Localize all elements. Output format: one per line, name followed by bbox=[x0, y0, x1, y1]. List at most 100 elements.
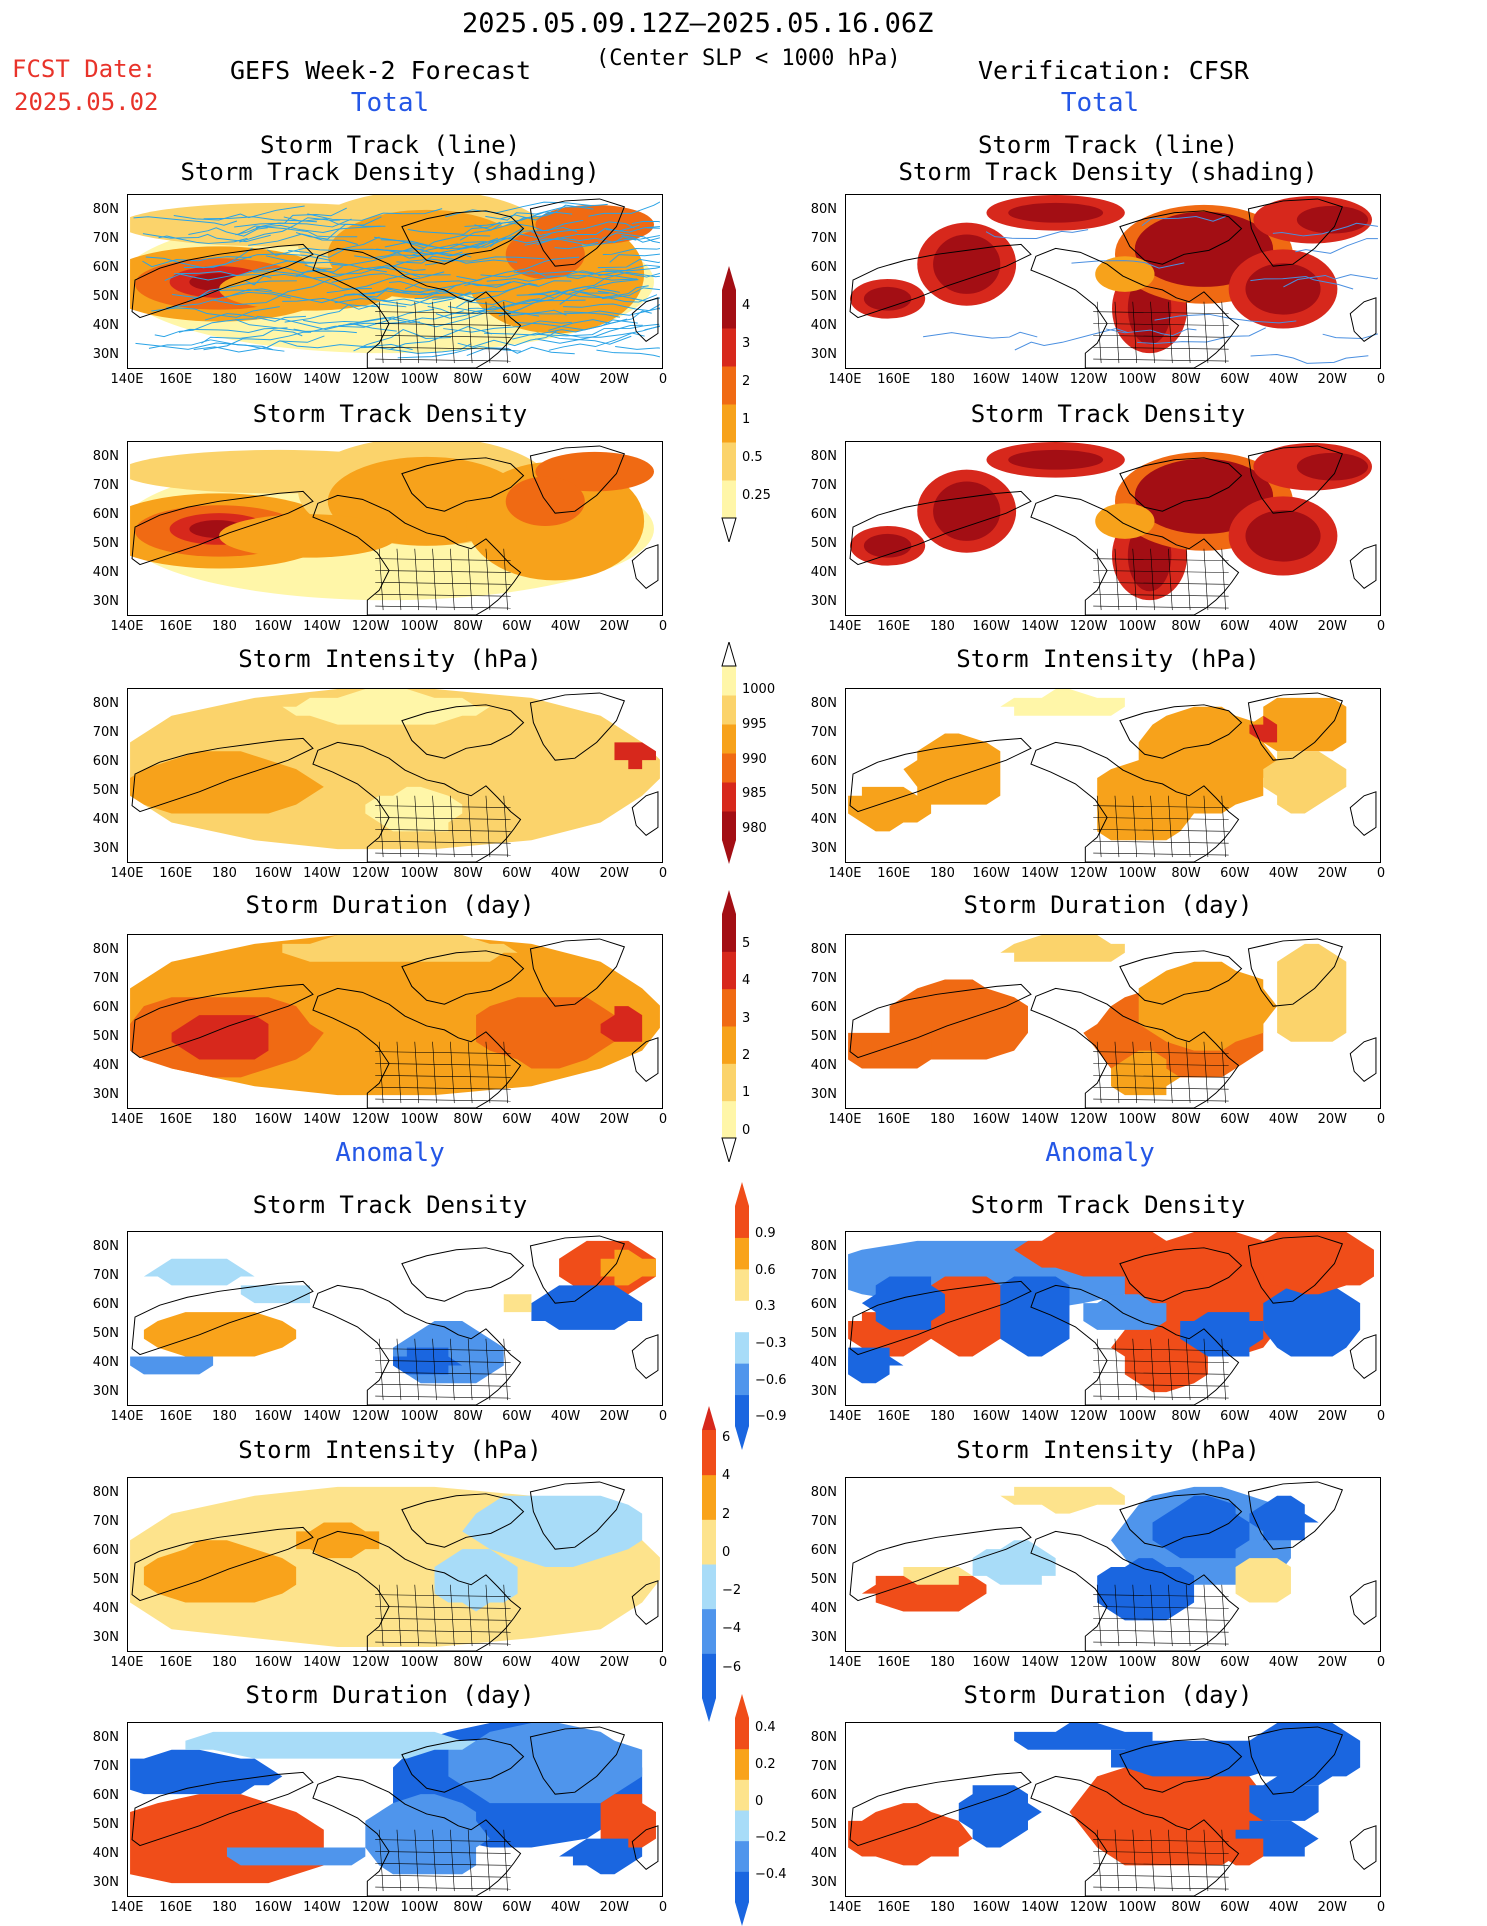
map-panel-v-anom-int: 80N 70N 60N 50N 40N 30N 140E 160E 180 160W 140W 120… bbox=[811, 1477, 1385, 1670]
lon-label: 80W bbox=[1171, 1409, 1201, 1424]
lat-label: 70N bbox=[810, 971, 837, 986]
title-density-right: Storm Track Density bbox=[970, 400, 1246, 428]
storm-track-line bbox=[404, 280, 511, 290]
state-border bbox=[375, 1051, 511, 1054]
colorbar-label: 4 bbox=[742, 973, 751, 989]
state-border bbox=[375, 1886, 511, 1890]
lat-label: 40N bbox=[92, 1601, 119, 1616]
lon-label: 140W bbox=[1021, 866, 1059, 881]
lat-label: 80N bbox=[92, 202, 119, 217]
lon-label: 160E bbox=[159, 372, 193, 387]
shading-cell bbox=[130, 751, 324, 814]
state-border bbox=[1150, 548, 1155, 611]
lat-label: 50N bbox=[810, 1817, 837, 1832]
lon-label: 40W bbox=[1268, 1112, 1299, 1127]
storm-track-line bbox=[188, 227, 268, 237]
lat-label: 40N bbox=[810, 318, 837, 333]
map-canvas bbox=[845, 1722, 1381, 1897]
state-border bbox=[1093, 1395, 1229, 1399]
state-border bbox=[1093, 1063, 1229, 1066]
lon-label: 40W bbox=[550, 619, 581, 634]
state-border bbox=[1093, 1075, 1229, 1078]
state-border bbox=[432, 301, 437, 364]
lat-label: 70N bbox=[810, 1268, 837, 1283]
storm-track-line bbox=[234, 207, 347, 228]
state-border bbox=[450, 1338, 455, 1401]
right-column-title: Verification: CFSR bbox=[978, 56, 1249, 85]
storm-track-line bbox=[601, 232, 660, 244]
lon-label: 160E bbox=[159, 866, 193, 881]
lon-label: 20W bbox=[1317, 1900, 1347, 1915]
storm-track-line bbox=[338, 310, 464, 327]
shading-cell bbox=[614, 742, 656, 770]
state-border bbox=[1093, 1851, 1229, 1854]
state-border bbox=[1093, 805, 1229, 808]
coastline bbox=[631, 791, 659, 836]
lat-label: 80N bbox=[92, 1730, 119, 1745]
storm-track-line bbox=[602, 247, 660, 256]
state-border bbox=[1093, 570, 1229, 573]
lon-label: 120W bbox=[1069, 866, 1108, 881]
map-panel-v-density: 80N 70N 60N 50N 40N 30N 140E 160E 180 160W 140W 120… bbox=[811, 441, 1385, 634]
lat-label: 50N bbox=[810, 536, 837, 551]
lat-label: 70N bbox=[92, 1268, 119, 1283]
title-intensity-anom-left: Storm Intensity (hPa) bbox=[238, 1436, 542, 1464]
colorbar-segment bbox=[735, 1237, 749, 1270]
shading-cell bbox=[130, 1749, 283, 1795]
storm-track-line bbox=[142, 256, 252, 268]
lat-label: 50N bbox=[810, 783, 837, 798]
lat-label: 30N bbox=[92, 594, 119, 609]
coastline bbox=[401, 210, 525, 265]
shading-cell bbox=[1249, 1232, 1374, 1295]
colorbar-segment bbox=[722, 480, 736, 519]
shading-cell bbox=[600, 1249, 656, 1286]
colorbar-segment bbox=[735, 1363, 749, 1396]
lon-label: 140E bbox=[828, 1655, 862, 1670]
lon-label: 140E bbox=[828, 619, 862, 634]
lon-label: 100W bbox=[1118, 1900, 1157, 1915]
colorbar-segment bbox=[722, 988, 736, 1027]
lon-label: 80W bbox=[453, 1655, 483, 1670]
lat-label: 80N bbox=[92, 1239, 119, 1254]
lon-label: 140W bbox=[303, 372, 341, 387]
lon-label: 0 bbox=[658, 619, 668, 634]
storm-track-line bbox=[389, 279, 482, 292]
shading-cell bbox=[1083, 1294, 1167, 1330]
shading-cell bbox=[1000, 935, 1125, 962]
state-border bbox=[1093, 582, 1229, 585]
colorbar-label: 3 bbox=[742, 1010, 751, 1026]
state-border bbox=[450, 1829, 455, 1892]
storm-track-line bbox=[540, 290, 658, 303]
lon-label: 100W bbox=[1118, 866, 1157, 881]
map-panel-anom-dens: 80N 70N 60N 50N 40N 30N 140E 160E 180 160W 140W 120… bbox=[93, 1231, 667, 1424]
lat-label: 70N bbox=[92, 971, 119, 986]
lon-label: 60W bbox=[502, 1409, 532, 1424]
colorbar-label: 6 bbox=[722, 1430, 731, 1445]
coastline bbox=[1247, 198, 1344, 267]
state-border bbox=[375, 593, 511, 597]
lon-label: 20W bbox=[1317, 1112, 1347, 1127]
colorbar-segment bbox=[722, 328, 736, 367]
lon-label: 140W bbox=[303, 619, 341, 634]
state-border bbox=[1093, 817, 1229, 820]
shading-cell bbox=[903, 733, 1001, 805]
storm-track-line bbox=[354, 247, 471, 259]
coastline bbox=[1349, 1825, 1377, 1870]
coastline bbox=[1119, 704, 1243, 759]
state-border bbox=[1093, 1372, 1229, 1375]
colorbar-bottom-arrow bbox=[702, 1698, 716, 1722]
state-border bbox=[1093, 1606, 1229, 1609]
state-border bbox=[375, 1098, 511, 1102]
state-border bbox=[1221, 301, 1226, 364]
colorbar-segment bbox=[722, 442, 736, 481]
state-border bbox=[1185, 1338, 1191, 1401]
lat-label: 50N bbox=[810, 1326, 837, 1341]
lon-label: 180 bbox=[212, 1112, 237, 1127]
colorbar-label: 3 bbox=[742, 336, 751, 351]
state-border bbox=[432, 1829, 437, 1892]
state-border bbox=[375, 358, 511, 362]
shading-cell bbox=[903, 1566, 973, 1585]
storm-track-line bbox=[597, 258, 660, 269]
storm-track-line bbox=[1141, 215, 1227, 227]
map-panel-v-trackline: 80N 70N 60N 50N 40N 30N 140E 160E 180 160W 140W 120… bbox=[811, 194, 1385, 387]
